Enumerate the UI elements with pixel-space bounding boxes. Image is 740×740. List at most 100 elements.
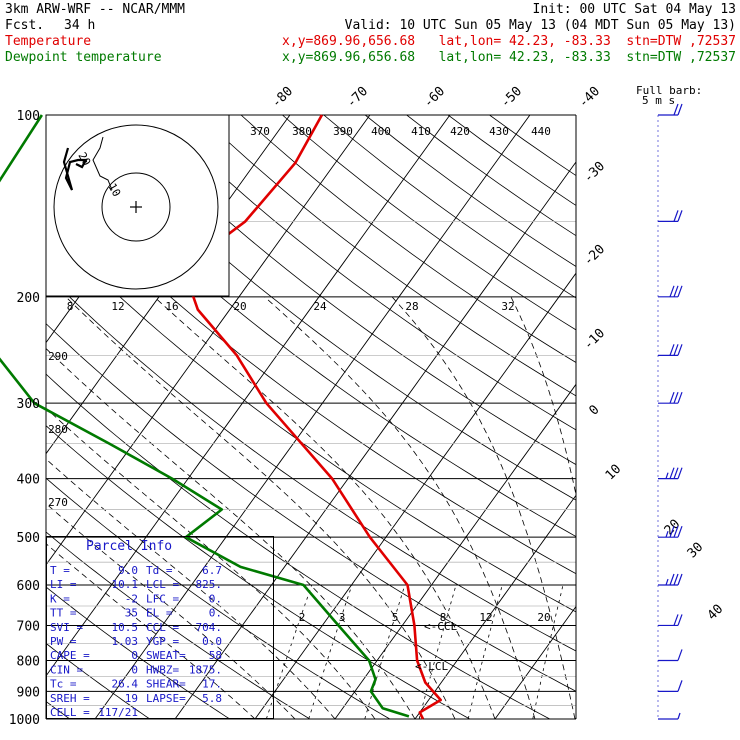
parcel-info-key: PW = — [50, 635, 77, 648]
parcel-info-key: LAPSE= — [146, 692, 186, 705]
forecast-hour: 34 h — [64, 18, 96, 33]
hodograph-speed-label: 12 — [111, 300, 124, 313]
theta-label: 420 — [450, 125, 470, 138]
parcel-info-key: CCL = — [146, 621, 179, 634]
wind-barb-full — [669, 391, 675, 404]
mixing-ratio-line — [308, 584, 353, 719]
wind-barb-full — [677, 285, 683, 298]
parcel-info-value: 0. — [209, 592, 222, 605]
isotherm-label: -60 — [421, 84, 448, 111]
theta-left-label: 270 — [48, 496, 68, 509]
isotherm-label: -70 — [344, 84, 371, 111]
pressure-tick-label: 400 — [17, 473, 40, 488]
hodograph-trace — [92, 136, 113, 191]
hodograph-speed-label: 24 — [313, 300, 327, 313]
parcel-info-value: 1.03 — [112, 635, 139, 648]
dry-adiabat-line — [489, 115, 576, 177]
hodograph-speed-label: 16 — [165, 300, 178, 313]
parcel-info-value: 825. — [196, 578, 223, 591]
wind-barb — [658, 344, 683, 356]
parcel-info-key: Tc = — [50, 678, 77, 691]
parcel-info-key: CAPE = — [50, 649, 90, 662]
wind-barb-full — [677, 391, 683, 404]
mixing-ratio-label: 20 — [537, 611, 550, 624]
isotherm-label: -10 — [581, 326, 608, 353]
moist-adiabat-line — [153, 296, 496, 719]
parcel-info-value: 6.7 — [202, 564, 222, 577]
hodograph-trace — [62, 147, 88, 191]
parcel-info-value: 10.1 — [112, 578, 139, 591]
wind-barb-full — [669, 573, 675, 586]
wind-barb — [658, 285, 683, 298]
parcel-info-box: Parcel Info T = 9.0 Td = 6.7 LI = 10.1 LCL = 82… — [46, 536, 274, 719]
theta-label: 390 — [333, 125, 353, 138]
wind-barb — [658, 391, 683, 404]
wind-barb-full — [669, 344, 675, 356]
parcel-info-frame: T = 9.0 Td = 6.7 LI = 10.1 LCL = 825. K = -2 LFC =… — [46, 536, 274, 719]
parcel-info-value: 35 — [125, 607, 138, 620]
mixing-ratio-line — [364, 584, 406, 719]
isotherm-label: 30 — [685, 540, 707, 562]
wind-barb-half — [665, 530, 669, 538]
isotherm-label: 40 — [705, 602, 727, 624]
parcel-info-key: HWBZ= — [146, 663, 179, 676]
pressure-tick-label: 1000 — [9, 713, 40, 728]
temperature-location: x,y=869.96,656.68 lat,lon= 42.23, -83.33… — [282, 34, 736, 49]
wind-barb-half — [665, 472, 669, 479]
hodograph-speed-label: 20 — [233, 300, 246, 313]
parcel-info-value: 0 — [131, 649, 138, 662]
parcel-info-key: TT = — [50, 607, 77, 620]
parcel-info-key: CELL = — [50, 706, 90, 719]
isotherm-line — [254, 272, 576, 719]
hodograph-speed-label: 28 — [405, 300, 418, 313]
barb-scale-title: Full barb: — [636, 84, 702, 97]
wind-barb-full — [677, 210, 683, 222]
wind-barb-full — [673, 285, 679, 298]
isotherm-label: -80 — [269, 84, 296, 111]
parcel-info-border — [46, 536, 274, 719]
wind-barb — [658, 680, 683, 692]
theta-label: 410 — [411, 125, 431, 138]
pressure-tick-label: 200 — [17, 291, 40, 306]
parcel-info-key: SREH = — [50, 692, 90, 705]
pressure-tick-label: 700 — [17, 619, 40, 634]
parcel-info-value: 17. — [202, 678, 222, 691]
pressure-tick-label: 600 — [17, 579, 40, 594]
parcel-info-value: 9.0 — [118, 564, 138, 577]
parcel-info-key: LCL = — [146, 578, 179, 591]
theta-label: 370 — [250, 125, 270, 138]
barb-scale-value: 5 m s — [642, 94, 675, 107]
hodograph-speed-label: 8 — [67, 300, 74, 313]
wind-barb-full — [673, 467, 679, 479]
hodograph-ring — [53, 124, 219, 290]
parcel-info-value: 10.5 — [112, 621, 139, 634]
parcel-info-value: -2 — [125, 592, 138, 605]
wind-barb-full — [673, 210, 679, 222]
pressure-tick-label: 900 — [17, 685, 40, 700]
wind-barb — [658, 573, 683, 586]
isotherm-label: -40 — [576, 84, 603, 111]
wind-barb — [658, 614, 683, 627]
ccl-annotation: <-CCL — [424, 620, 457, 633]
temperature-series-label: Temperature — [5, 34, 92, 49]
dry-adiabat-line — [323, 115, 576, 299]
init-time: Init: 00 UTC Sat 04 May 13 — [532, 2, 737, 17]
isotherm-label: 20 — [662, 517, 684, 539]
wind-barb-full — [677, 525, 683, 538]
wind-barb-full — [677, 467, 683, 479]
wind-barb — [658, 525, 683, 538]
isotherm-line — [494, 605, 576, 719]
wind-barb-full — [673, 614, 679, 626]
mixing-ratio-label: 12 — [479, 611, 492, 624]
dry-adiabat-line — [447, 115, 576, 206]
mixing-ratio-label: 8 — [440, 611, 447, 624]
dry-adiabat-line — [282, 115, 576, 331]
lcl-annotation: <-LCL — [415, 660, 448, 673]
parcel-info-key: YGP = — [146, 635, 179, 648]
parcel-info-key: SHEAR= — [146, 678, 186, 691]
hodograph-speed-label: 32 — [501, 300, 514, 313]
parcel-info-key: K = — [50, 592, 70, 605]
wind-barb-half — [665, 578, 669, 586]
parcel-info-value: 1875. — [189, 663, 222, 676]
